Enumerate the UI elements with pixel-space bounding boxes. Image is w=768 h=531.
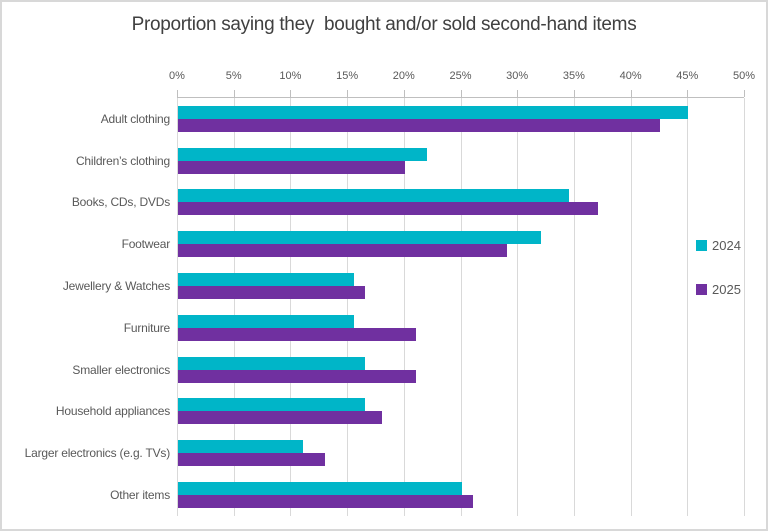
legend-swatch-icon [696, 240, 707, 251]
x-axis-tick-label: 5% [225, 70, 242, 82]
gridline [517, 98, 519, 516]
bar-2025 [178, 369, 417, 383]
x-axis-tick [460, 90, 462, 97]
legend-item-2025: 2025 [696, 282, 741, 297]
gridline [630, 98, 632, 516]
x-axis-tick-label: 10% [279, 70, 302, 82]
bar-2024 [178, 356, 366, 370]
bar-2025 [178, 160, 405, 174]
x-axis-tick-label: 0% [169, 70, 185, 82]
bar-group [177, 349, 744, 391]
x-axis-tick-label: 45% [676, 70, 699, 82]
gridline [573, 98, 575, 516]
category-label: Footwear [121, 237, 171, 252]
bar-2025 [178, 202, 598, 216]
category-label: Books, CDs, DVDs [71, 195, 170, 210]
plot-area [177, 97, 745, 516]
bar-2024 [178, 398, 366, 412]
x-axis-tick [687, 90, 689, 97]
category-label: Smaller electronics [72, 362, 170, 377]
x-axis-tick-label: 35% [562, 70, 585, 82]
bar-group [177, 182, 744, 224]
bar-group [177, 474, 744, 516]
x-axis-tick [744, 90, 745, 97]
category-label: Children’s clothing [75, 153, 170, 168]
category-label: Adult clothing [100, 111, 170, 126]
bar-2025 [178, 118, 660, 132]
x-axis-tick-label: 50% [732, 70, 756, 82]
bar-group [177, 265, 744, 307]
gridline [233, 98, 235, 516]
x-axis-tick [233, 90, 235, 97]
bar-group [177, 98, 744, 140]
x-axis-tick [177, 90, 178, 97]
gridline [290, 98, 292, 516]
category-label: Jewellery & Watches [62, 279, 170, 294]
bar-2025 [178, 453, 326, 467]
bar-2024 [178, 440, 303, 454]
gridline [347, 98, 349, 516]
bar-2025 [178, 327, 417, 341]
bar-2024 [178, 482, 462, 496]
gridline [460, 98, 462, 516]
x-axis-tick-label: 20% [392, 70, 415, 82]
bar-2024 [178, 105, 689, 119]
bar-group [177, 391, 744, 433]
bar-2025 [178, 495, 473, 509]
bar-2024 [178, 314, 354, 328]
category-label: Other items [110, 488, 170, 503]
legend-label: 2024 [712, 238, 741, 253]
bar-2024 [178, 189, 570, 203]
bar-2024 [178, 273, 354, 287]
bar-group [177, 140, 744, 182]
gridline [403, 98, 405, 516]
x-axis-tick-label: 25% [449, 70, 472, 82]
x-axis: 0% 5% 10% 15% 20% 25% 30% 35% 40% 45% 50% [2, 2, 766, 98]
bar-2025 [178, 244, 507, 258]
bar-2024 [178, 147, 428, 161]
category-label: Household appliances [55, 404, 170, 419]
gridline [687, 98, 689, 516]
category-label: Furniture [123, 320, 170, 335]
bar-2025 [178, 411, 383, 425]
x-axis-tick [347, 90, 349, 97]
bar-2024 [178, 231, 541, 245]
gridline [744, 98, 745, 516]
legend-swatch-icon [696, 284, 707, 295]
x-axis-tick [630, 90, 632, 97]
x-axis-tick [517, 90, 519, 97]
bar-group [177, 223, 744, 265]
x-axis-tick [290, 90, 292, 97]
x-axis-tick-label: 15% [336, 70, 359, 82]
legend-item-2024: 2024 [696, 238, 741, 253]
bar-group [177, 432, 744, 474]
bar-2025 [178, 286, 366, 300]
chart-title: Proportion saying they bought and/or sol… [131, 14, 637, 35]
legend-label: 2025 [712, 282, 741, 297]
x-axis-tick [403, 90, 405, 97]
x-axis-tick [573, 90, 575, 97]
x-axis-tick-label: 30% [506, 70, 529, 82]
category-label: Larger electronics (e.g. TVs) [24, 446, 171, 461]
gridline [177, 98, 178, 516]
x-axis-tick-label: 40% [619, 70, 642, 82]
bar-group [177, 307, 744, 349]
